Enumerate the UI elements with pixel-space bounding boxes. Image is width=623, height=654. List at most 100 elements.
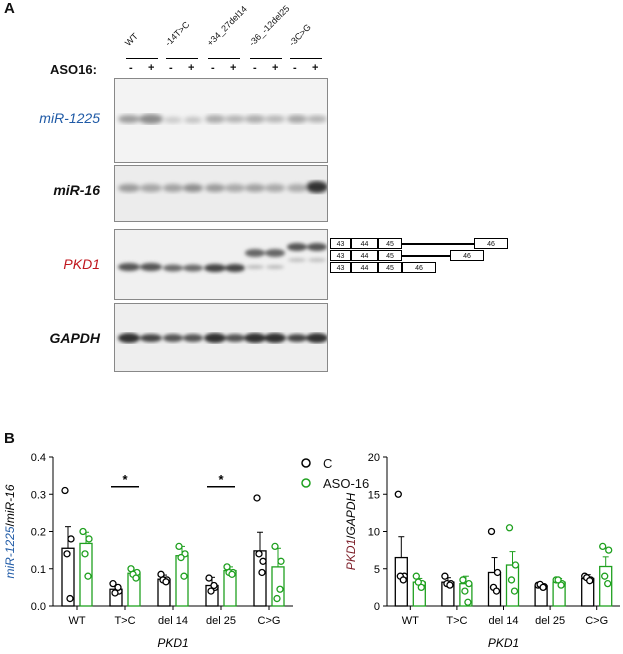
x-tick-label: del 25	[206, 615, 236, 627]
aso16-label: ASO16:	[50, 62, 97, 77]
data-point	[414, 578, 422, 586]
data-point	[446, 581, 454, 589]
data-point	[276, 585, 284, 593]
plus-sign: +	[272, 62, 279, 74]
blot-pkd1	[114, 229, 328, 300]
y-tick-label: 10	[368, 527, 380, 539]
y-tick-label: 0.0	[31, 601, 46, 613]
data-point	[417, 583, 425, 592]
blot-label-pkd1: PKD1	[63, 256, 100, 272]
data-point	[210, 581, 218, 590]
lane-group-underline	[166, 58, 198, 59]
y-axis-label-sep: /	[3, 522, 17, 526]
data-point	[394, 490, 402, 498]
minus-sign: -	[293, 62, 297, 74]
plus-sign: +	[188, 62, 195, 74]
blot-label-gapdh: GAPDH	[49, 330, 100, 346]
bar	[505, 564, 520, 607]
chart-mir1225-mir16: 0.0 0.1 0.2 0.3 0.4 miR-1225/miR-16 WT T>C del 1…	[3, 452, 293, 650]
data-point	[255, 550, 263, 558]
blot-gapdh-bands	[118, 333, 327, 343]
y-tick-label: 0.4	[31, 452, 46, 464]
exon-43: 43	[330, 238, 351, 249]
x-axis-label: PKD1	[157, 636, 188, 650]
blot-label-mir1225: miR-1225	[39, 110, 100, 126]
data-point	[510, 587, 519, 595]
y-tick-label: 5	[374, 564, 380, 576]
lane-group-underline	[126, 58, 158, 59]
data-point	[63, 550, 71, 558]
y-tick-label: 0.1	[31, 564, 46, 576]
data-point	[85, 535, 93, 543]
data-point	[487, 527, 496, 536]
y-tick-label: 15	[368, 489, 380, 501]
data-point	[180, 572, 188, 580]
data-point	[175, 542, 183, 551]
blot-pkd1-bands	[118, 243, 327, 272]
y-tick-label: 0.3	[31, 489, 46, 501]
data-point	[79, 527, 87, 536]
data-point	[228, 570, 236, 578]
bar	[175, 555, 189, 607]
y-tick-label: 0.2	[31, 527, 46, 539]
legend-marker-aso16	[301, 478, 311, 488]
exon-43: 43	[330, 262, 351, 273]
x-tick-label: del 14	[158, 615, 188, 627]
blot-label-mir16: miR-16	[53, 182, 100, 198]
y-tick-label: 0	[374, 601, 380, 613]
exon-45: 45	[378, 262, 402, 273]
x-tick-label: WT	[402, 615, 419, 627]
data-point	[461, 587, 469, 595]
data-point	[162, 578, 170, 586]
data-point	[399, 576, 407, 584]
data-point	[511, 561, 520, 569]
x-tick-label: del 14	[489, 615, 519, 627]
exon-46: 46	[450, 250, 484, 261]
x-tick-label: C>G	[258, 615, 281, 627]
exon-44: 44	[351, 238, 378, 249]
minus-sign: -	[129, 62, 133, 74]
data-point	[554, 576, 562, 584]
data-point	[505, 524, 514, 532]
data-point	[464, 598, 472, 606]
blot-mir1225-bands	[118, 114, 327, 124]
data-point	[599, 542, 607, 551]
data-point	[557, 581, 565, 589]
y-axis-label-sep: /	[345, 535, 358, 539]
bar	[271, 566, 285, 607]
data-point	[66, 594, 74, 603]
exon-44: 44	[351, 250, 378, 261]
y-axis-label-part1: PKD1	[345, 539, 358, 570]
significance-star: *	[122, 472, 128, 487]
x-tick-label: T>C	[446, 615, 467, 627]
lane-group-label: -14T>C	[162, 19, 192, 48]
y-axis-label-part2: GAPDH	[345, 492, 358, 535]
data-point	[441, 572, 449, 580]
legend-marker-c	[301, 458, 311, 468]
exon-46: 46	[402, 262, 436, 273]
lane-group-underline	[250, 58, 282, 59]
y-axis-label-part2: miR-16	[3, 484, 17, 523]
data-point	[253, 494, 261, 502]
bar	[394, 556, 408, 607]
minus-sign: -	[253, 62, 257, 74]
lane-group-underline	[208, 58, 240, 59]
lane-group-label: -36_-12del25	[246, 3, 292, 48]
bar	[61, 547, 75, 607]
data-point	[277, 557, 285, 565]
intron-line	[402, 255, 450, 257]
data-point	[205, 574, 213, 582]
data-point	[109, 579, 117, 588]
minus-sign: -	[211, 62, 215, 74]
data-point	[493, 568, 502, 577]
exon-45: 45	[378, 238, 402, 249]
panel-a-letter: A	[4, 0, 15, 17]
y-axis-label-part1: miR-1225	[3, 526, 17, 578]
exon-43: 43	[330, 250, 351, 261]
exon-45: 45	[378, 250, 402, 261]
significance-star: *	[218, 472, 224, 487]
data-point	[67, 535, 75, 543]
data-point	[601, 572, 609, 580]
blot-mir16	[114, 165, 328, 222]
